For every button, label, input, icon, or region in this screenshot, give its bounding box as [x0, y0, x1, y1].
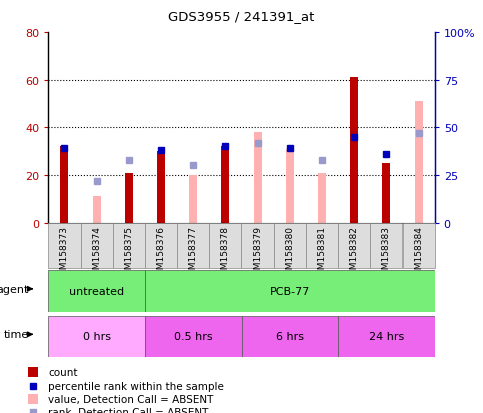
Bar — [48, 271, 145, 312]
Bar — [28, 368, 38, 377]
Bar — [48, 223, 81, 268]
Text: time: time — [4, 330, 29, 339]
Text: percentile rank within the sample: percentile rank within the sample — [48, 381, 224, 391]
Bar — [318, 173, 326, 223]
Text: agent: agent — [0, 284, 29, 294]
Bar — [221, 147, 229, 223]
Bar — [414, 102, 423, 223]
Text: untreated: untreated — [69, 286, 124, 296]
Text: GSM158373: GSM158373 — [60, 225, 69, 280]
Bar — [28, 394, 38, 404]
Text: GSM158380: GSM158380 — [285, 225, 294, 280]
Bar — [157, 152, 165, 223]
Bar — [177, 223, 209, 268]
Bar — [209, 223, 242, 268]
Bar — [402, 223, 435, 268]
Bar — [125, 173, 133, 223]
Text: 6 hrs: 6 hrs — [276, 332, 304, 342]
Bar — [81, 223, 113, 268]
Text: GSM158378: GSM158378 — [221, 225, 230, 280]
Text: 0 hrs: 0 hrs — [83, 332, 111, 342]
Text: count: count — [48, 368, 78, 377]
Text: GSM158382: GSM158382 — [350, 225, 359, 280]
Text: GSM158383: GSM158383 — [382, 225, 391, 280]
Bar — [145, 223, 177, 268]
Bar — [338, 316, 435, 357]
Bar — [189, 176, 197, 223]
Text: PCB-77: PCB-77 — [270, 286, 310, 296]
Text: 0.5 hrs: 0.5 hrs — [174, 332, 213, 342]
Bar — [113, 223, 145, 268]
Text: GSM158381: GSM158381 — [317, 225, 327, 280]
Text: GDS3955 / 241391_at: GDS3955 / 241391_at — [168, 10, 315, 23]
Bar — [254, 133, 262, 223]
Bar — [242, 316, 338, 357]
Bar — [93, 197, 100, 223]
Bar — [60, 147, 69, 223]
Text: GSM158384: GSM158384 — [414, 225, 423, 280]
Text: GSM158377: GSM158377 — [189, 225, 198, 280]
Bar — [286, 150, 294, 223]
Bar — [145, 271, 435, 312]
Bar — [370, 223, 402, 268]
Text: value, Detection Call = ABSENT: value, Detection Call = ABSENT — [48, 394, 213, 404]
Text: 24 hrs: 24 hrs — [369, 332, 404, 342]
Bar — [145, 316, 242, 357]
Bar — [338, 223, 370, 268]
Bar — [274, 223, 306, 268]
Bar — [350, 78, 358, 223]
Text: GSM158376: GSM158376 — [156, 225, 166, 280]
Text: GSM158375: GSM158375 — [124, 225, 133, 280]
Text: GSM158374: GSM158374 — [92, 225, 101, 280]
Bar — [383, 164, 390, 223]
Text: rank, Detection Call = ABSENT: rank, Detection Call = ABSENT — [48, 407, 209, 413]
Text: GSM158379: GSM158379 — [253, 225, 262, 280]
Bar — [306, 223, 338, 268]
Bar — [48, 316, 145, 357]
Bar — [242, 223, 274, 268]
